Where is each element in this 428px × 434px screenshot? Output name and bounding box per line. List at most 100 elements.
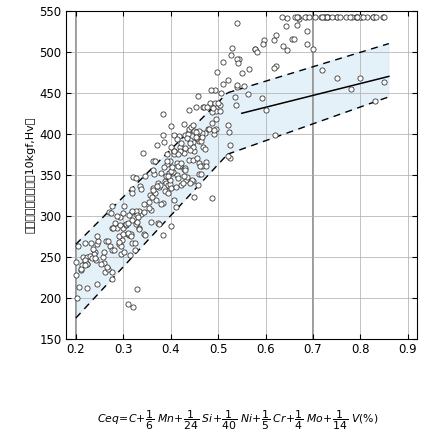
Point [294, 14, 301, 21]
Point [234, 19, 241, 26]
Point [175, 151, 182, 158]
Point [132, 240, 139, 247]
Point [150, 187, 157, 194]
Point [284, 15, 291, 22]
Point [101, 248, 108, 255]
Point [119, 230, 126, 237]
Point [169, 169, 176, 176]
Point [125, 301, 131, 308]
Point [211, 131, 217, 138]
Point [369, 14, 376, 21]
Point [161, 164, 168, 171]
Point [213, 115, 220, 122]
Point [128, 230, 135, 237]
Point [183, 177, 190, 184]
Point [82, 261, 89, 268]
Point [205, 125, 211, 132]
Point [128, 208, 135, 215]
Point [104, 264, 110, 271]
Point [170, 147, 177, 154]
Point [81, 240, 88, 247]
Point [132, 174, 139, 181]
Point [348, 14, 355, 21]
Point [177, 162, 184, 169]
Point [84, 285, 91, 292]
Point [134, 211, 140, 218]
Point [211, 127, 217, 134]
Point [187, 147, 193, 154]
Point [92, 249, 98, 256]
Point [193, 103, 200, 110]
Point [141, 231, 148, 238]
Point [137, 183, 144, 190]
Point [156, 181, 163, 188]
Point [188, 124, 195, 131]
Point [168, 168, 175, 174]
Point [212, 99, 219, 106]
Point [93, 232, 100, 239]
Point [296, 16, 303, 23]
Point [135, 225, 142, 232]
Point [161, 139, 168, 146]
Point [342, 14, 349, 21]
Point [127, 251, 134, 258]
Point [174, 175, 181, 182]
Point [194, 181, 201, 188]
Point [113, 225, 120, 232]
Point [328, 14, 335, 21]
Point [353, 14, 360, 21]
Point [370, 14, 377, 21]
Point [72, 271, 79, 278]
Point [201, 103, 208, 110]
Point [163, 173, 169, 180]
Point [108, 276, 115, 283]
Point [164, 173, 171, 180]
Point [171, 196, 178, 203]
Point [166, 158, 173, 164]
Point [198, 137, 205, 144]
Point [193, 128, 200, 135]
Point [190, 194, 197, 201]
Point [152, 196, 159, 203]
Point [167, 222, 174, 229]
Point [167, 181, 174, 187]
Point [244, 90, 251, 97]
Point [198, 171, 205, 178]
Point [150, 157, 157, 164]
Point [161, 187, 168, 194]
Point [157, 201, 164, 208]
Point [129, 240, 136, 247]
Point [125, 230, 132, 237]
Point [195, 159, 202, 166]
Point [347, 14, 354, 21]
Point [83, 261, 90, 268]
Point [214, 69, 220, 76]
Point [141, 201, 148, 208]
Point [156, 184, 163, 191]
Point [168, 122, 175, 129]
Point [203, 163, 210, 170]
Point [196, 162, 203, 169]
Point [174, 162, 181, 169]
Point [199, 163, 205, 170]
Point [254, 49, 261, 56]
Point [185, 125, 192, 132]
Point [90, 251, 97, 258]
Point [170, 151, 177, 158]
Point [167, 144, 174, 151]
Point [106, 208, 113, 215]
Point [184, 173, 190, 180]
Point [234, 81, 241, 88]
Point [234, 84, 241, 91]
Point [141, 232, 148, 239]
Point [106, 242, 113, 249]
Point [74, 243, 81, 250]
Point [206, 99, 213, 106]
Point [117, 213, 124, 220]
Point [128, 232, 134, 239]
Point [189, 122, 196, 129]
Point [108, 210, 115, 217]
Point [77, 266, 84, 273]
Point [151, 171, 158, 178]
Point [184, 131, 191, 138]
